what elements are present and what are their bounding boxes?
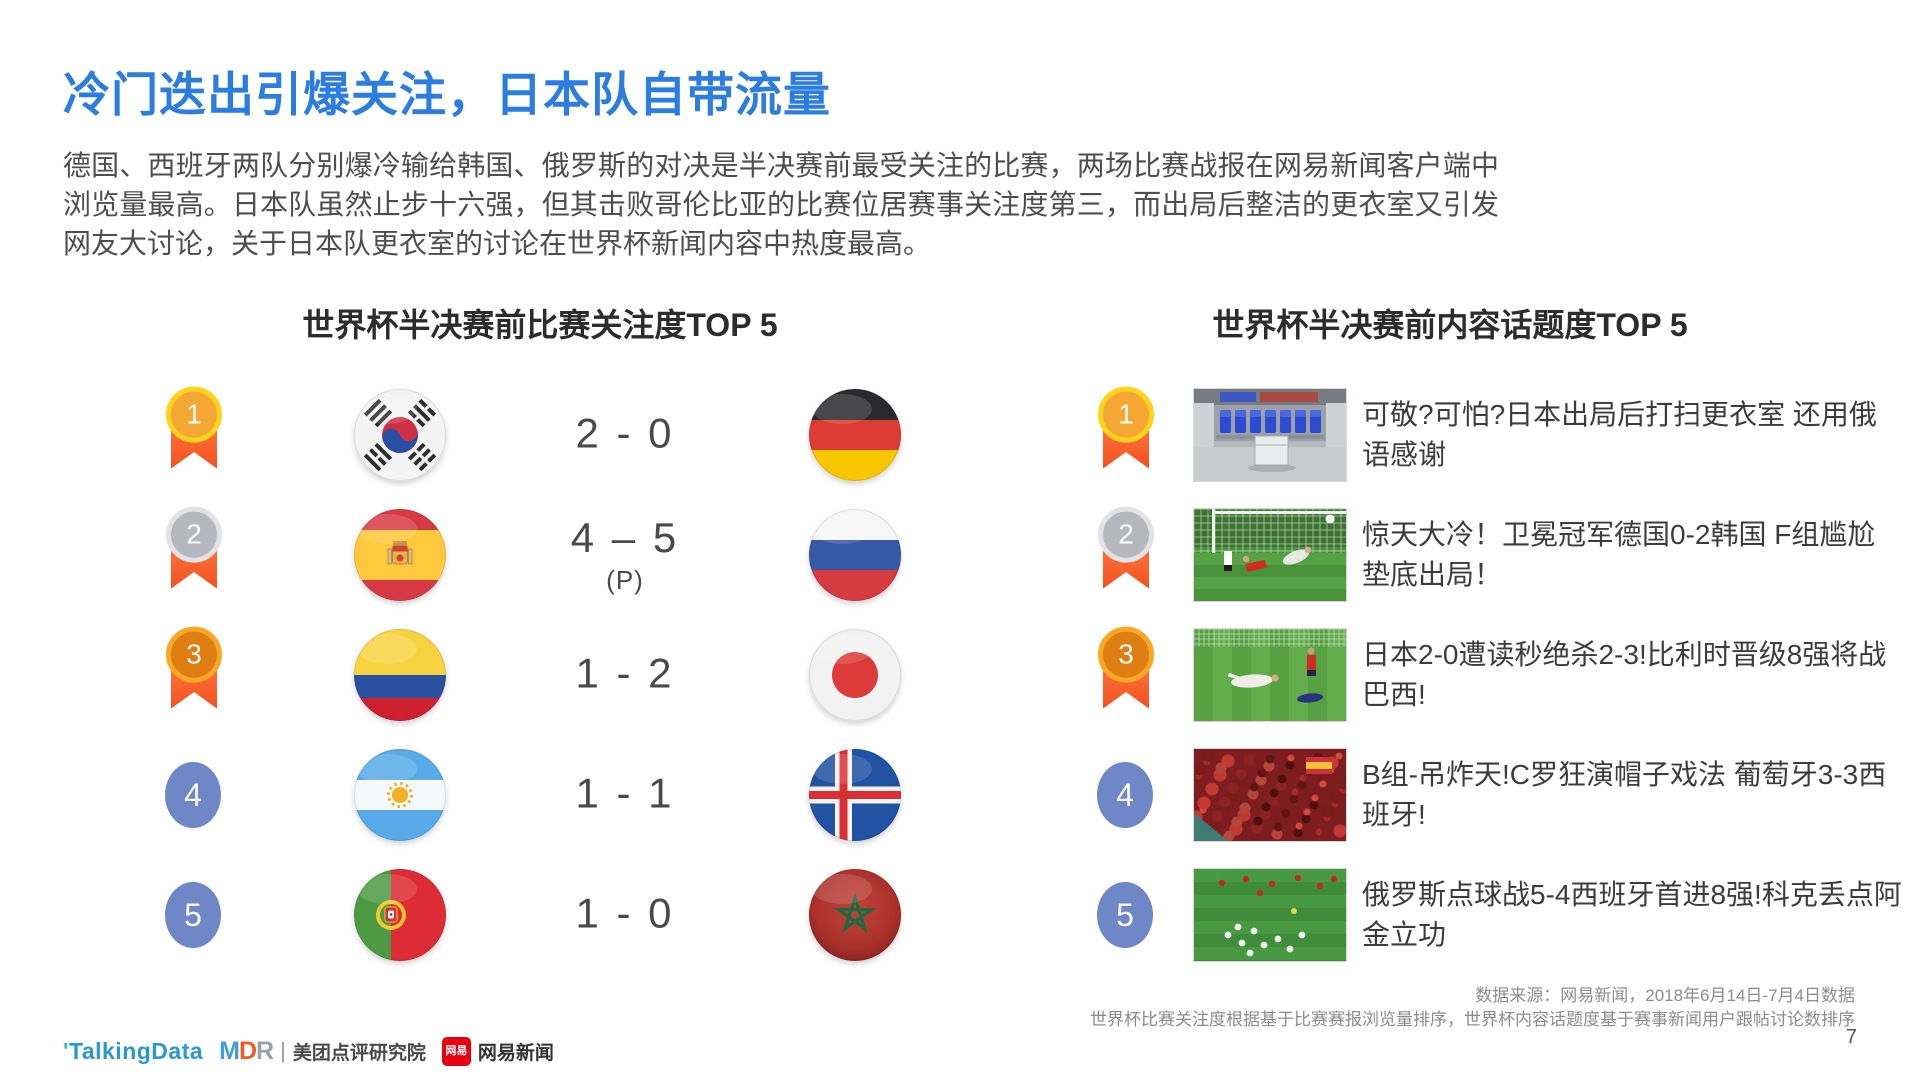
match-row: 2 4 – 5 (P) xyxy=(130,500,945,610)
page-number: 7 xyxy=(1845,1026,1857,1048)
rank-number: 3 xyxy=(1098,626,1154,683)
source-line-1: 数据来源：网易新闻，2018年6月14日-7月4日数据 xyxy=(1475,986,1855,1005)
rank-number: 5 xyxy=(165,882,221,948)
match-score: 1 - 2 xyxy=(575,649,675,697)
rank-number: 4 xyxy=(1097,762,1153,828)
topic-row: 5 俄罗斯点球战5-4西班牙首进8强!科克丢点阿金立功 xyxy=(1062,860,1902,970)
topic-row: 1 可敬?可怕?日本出局后打扫更衣室 还用俄语感谢 xyxy=(1062,380,1877,490)
intro-paragraph: 德国、西班牙两队分别爆冷输给韩国、俄罗斯的对决是半决赛前最受关注的比赛，两场比赛… xyxy=(63,150,1499,259)
rank-number: 1 xyxy=(166,386,222,443)
rank-2-medal: 2 xyxy=(1097,506,1155,595)
rank-4-badge: 4 xyxy=(1097,762,1153,828)
news-headline: 日本2-0遭读秒绝杀2-3!比利时晋级8强将战巴西! xyxy=(1362,639,1887,710)
team-b-flag xyxy=(809,749,901,841)
rank-number: 3 xyxy=(166,626,222,683)
rank-4-badge: 4 xyxy=(165,762,221,828)
rank-5-badge: 5 xyxy=(165,882,221,948)
team-a-flag xyxy=(354,509,446,601)
news-thumbnail xyxy=(1193,388,1347,482)
match-row: 3 1 - 2 xyxy=(130,620,945,730)
source-line-2: 世界杯比赛关注度根据基于比赛赛报浏览量排序，世界杯内容话题度基于赛事新闻用户跟帖… xyxy=(1090,1010,1855,1029)
news-thumbnail xyxy=(1193,508,1347,602)
netease-app-icon: 网易 xyxy=(441,1036,471,1066)
mdr-icon: MDR xyxy=(219,1036,274,1065)
news-headline: 惊天大冷！卫冕冠军德国0-2韩国 F组尴尬垫底出局！ xyxy=(1362,519,1876,590)
talkingdata-logo: 'TalkingData xyxy=(63,1037,204,1064)
rank-number: 2 xyxy=(1098,506,1154,563)
match-score: 2 - 0 xyxy=(575,409,675,457)
meituan-label: 美团点评研究院 xyxy=(292,1042,426,1064)
rank-number: 2 xyxy=(166,506,222,563)
logo-divider: | xyxy=(280,1038,286,1063)
rank-1-medal: 1 xyxy=(165,386,223,475)
match-row: 4 1 - 1 xyxy=(130,740,945,850)
news-thumbnail xyxy=(1193,868,1347,962)
team-b-flag xyxy=(809,629,901,721)
netease-label: 网易新闻 xyxy=(477,1042,554,1064)
news-headline: 可敬?可怕?日本出局后打扫更衣室 还用俄语感谢 xyxy=(1362,399,1877,470)
page-title: 冷门迭出引爆关注，日本队自带流量 xyxy=(63,68,831,121)
team-b-flag xyxy=(809,389,901,481)
team-a-flag xyxy=(354,749,446,841)
rank-number: 5 xyxy=(1097,882,1153,948)
topic-row: 2 惊天大冷！卫冕冠军德国0-2韩国 F组尴尬垫底出局！ xyxy=(1062,500,1875,610)
rank-5-badge: 5 xyxy=(1097,882,1153,948)
news-thumbnail xyxy=(1193,628,1347,722)
team-b-flag xyxy=(809,869,901,961)
data-source-note: 数据来源：网易新闻，2018年6月14日-7月4日数据 世界杯比赛关注度根据基于… xyxy=(755,984,1855,1032)
rank-3-medal: 3 xyxy=(165,626,223,715)
rank-2-medal: 2 xyxy=(165,506,223,595)
rank-3-medal: 3 xyxy=(1097,626,1155,715)
footer-logos: 'TalkingData MDR | 美团点评研究院 网易 网易新闻 xyxy=(63,1034,554,1068)
talkingdata-mark-icon: ' xyxy=(63,1037,69,1064)
meituan-dianping-logo: MDR | 美团点评研究院 xyxy=(219,1037,426,1066)
team-b-flag xyxy=(809,509,901,601)
team-a-flag xyxy=(354,869,446,961)
match-score: 1 - 1 xyxy=(575,769,675,817)
news-headline: B组-吊炸天!C罗狂演帽子戏法 葡萄牙3-3西班牙! xyxy=(1362,759,1887,830)
rank-1-medal: 1 xyxy=(1097,386,1155,475)
topic-row: 3 日本2-0遭读秒绝杀2-3!比利时晋级8强将战巴西! xyxy=(1062,620,1886,730)
rank-number: 1 xyxy=(1098,386,1154,443)
match-score: 1 - 0 xyxy=(575,889,675,937)
news-headline: 俄罗斯点球战5-4西班牙首进8强!科克丢点阿金立功 xyxy=(1362,879,1902,950)
news-thumbnail xyxy=(1193,748,1347,842)
netease-news-logo: 网易 网易新闻 xyxy=(441,1036,554,1066)
team-a-flag xyxy=(354,629,446,721)
match-panel-heading: 世界杯半决赛前比赛关注度TOP 5 xyxy=(302,307,778,343)
rank-number: 4 xyxy=(165,762,221,828)
match-score: 4 – 5 (P) xyxy=(570,514,680,595)
topic-panel-heading: 世界杯半决赛前内容话题度TOP 5 xyxy=(1212,307,1688,343)
team-a-flag xyxy=(354,389,446,481)
topic-row: 4 B组-吊炸天!C罗狂演帽子戏法 葡萄牙3-3西班牙! xyxy=(1062,740,1886,850)
match-row: 5 1 - 0 xyxy=(130,860,945,970)
match-row: 1 2 - 0 xyxy=(130,380,945,490)
